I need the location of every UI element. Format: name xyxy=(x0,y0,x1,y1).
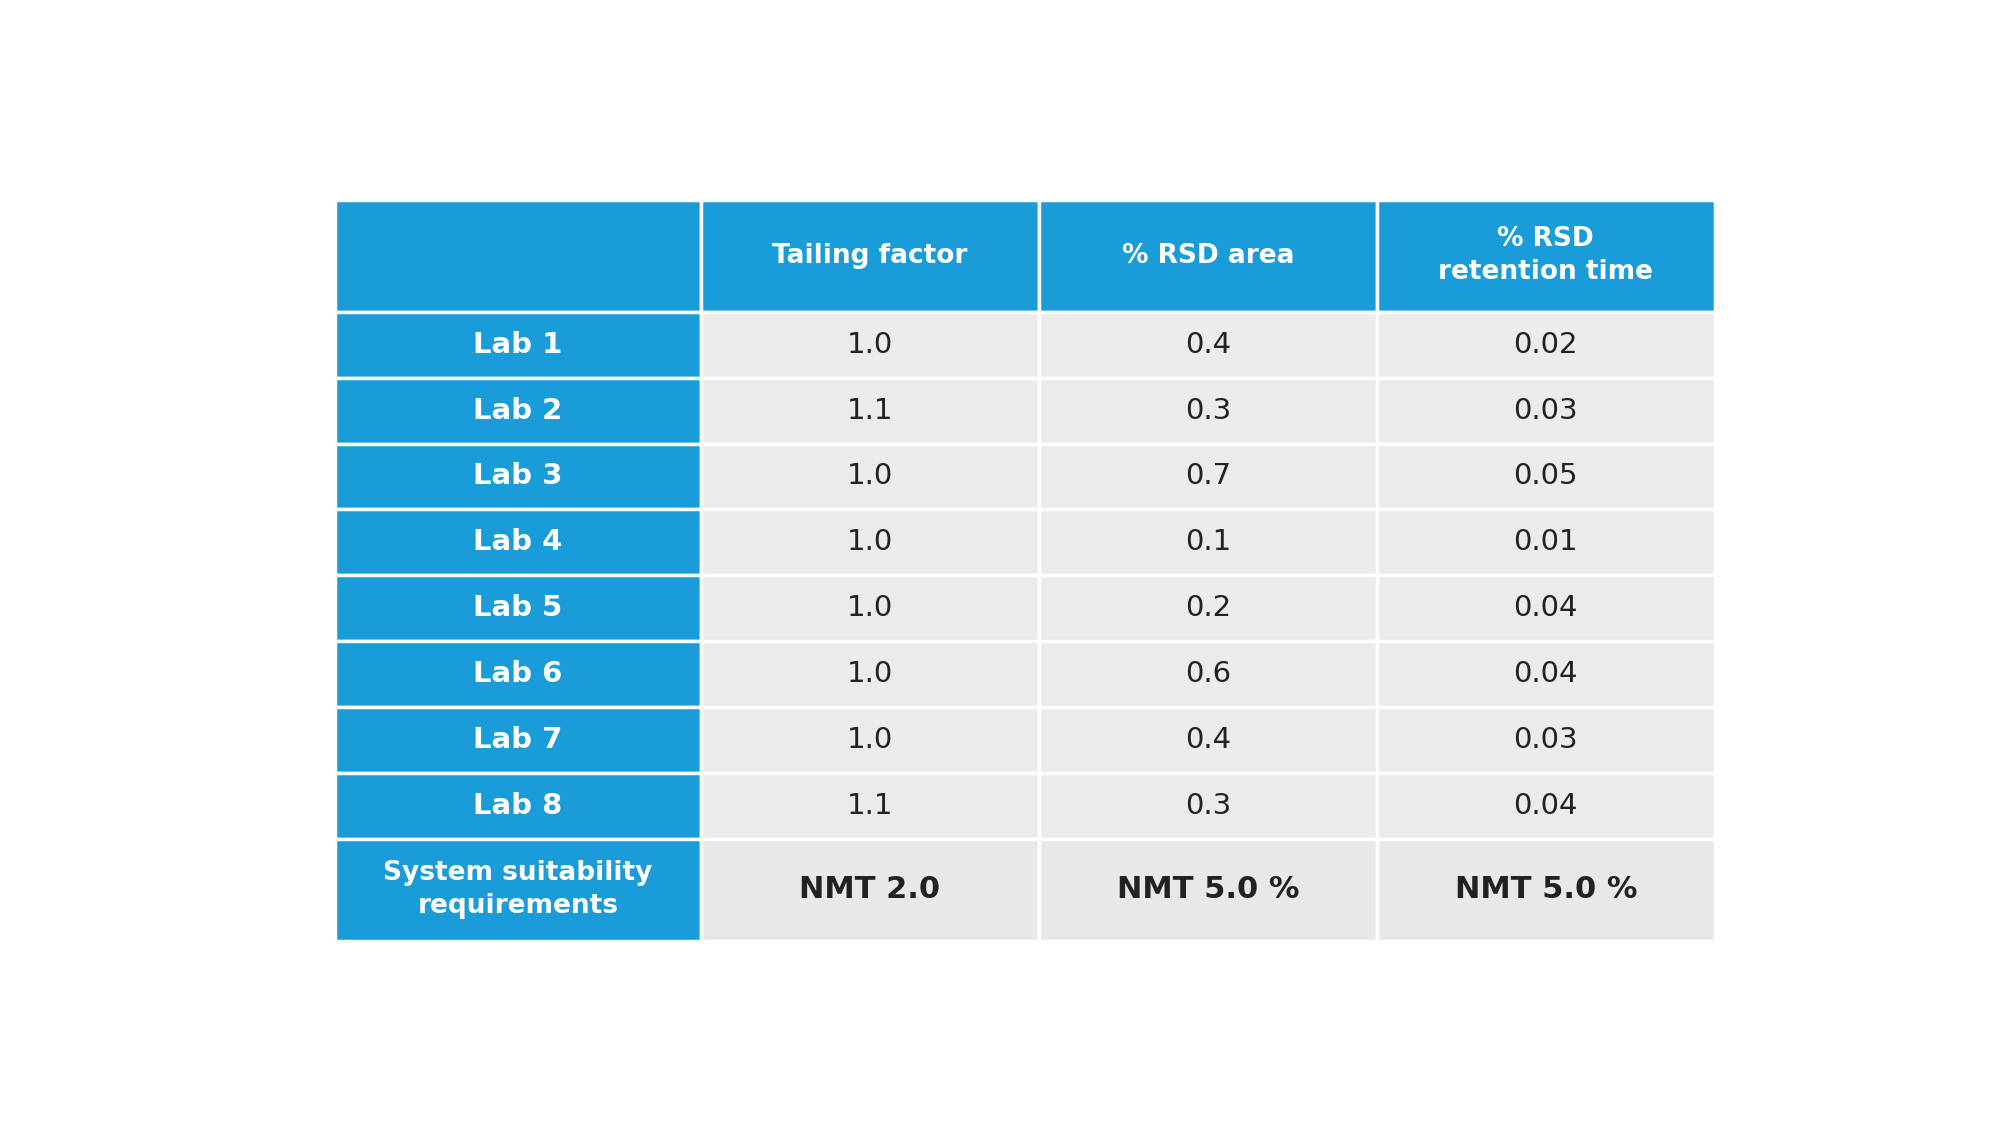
Bar xyxy=(1038,706,1376,773)
Text: 1.0: 1.0 xyxy=(846,529,892,556)
Bar xyxy=(336,443,700,510)
Bar xyxy=(336,641,700,706)
Bar xyxy=(1038,443,1376,510)
Text: Lab 3: Lab 3 xyxy=(474,462,562,490)
Text: 1.0: 1.0 xyxy=(846,331,892,359)
Bar xyxy=(336,510,700,575)
Text: NMT 2.0: NMT 2.0 xyxy=(800,875,940,904)
Bar xyxy=(336,838,700,940)
Bar xyxy=(1038,200,1376,312)
Text: 1.1: 1.1 xyxy=(846,397,894,424)
Text: % RSD area: % RSD area xyxy=(1122,243,1294,269)
Bar xyxy=(1376,706,1714,773)
Bar xyxy=(700,510,1038,575)
Text: 1.0: 1.0 xyxy=(846,594,892,622)
Bar xyxy=(700,443,1038,510)
Text: Lab 7: Lab 7 xyxy=(474,726,562,754)
Text: 1.0: 1.0 xyxy=(846,462,892,490)
Text: 0.01: 0.01 xyxy=(1514,529,1578,556)
Text: Lab 4: Lab 4 xyxy=(474,529,562,556)
Text: NMT 5.0 %: NMT 5.0 % xyxy=(1454,875,1638,904)
Bar xyxy=(1376,773,1714,838)
Bar xyxy=(1376,443,1714,510)
Text: System suitability
requirements: System suitability requirements xyxy=(384,861,652,919)
Bar xyxy=(1376,378,1714,443)
Bar xyxy=(336,773,700,838)
Bar xyxy=(336,200,700,312)
Text: 0.04: 0.04 xyxy=(1514,660,1578,688)
Text: 0.04: 0.04 xyxy=(1514,792,1578,820)
Text: 0.3: 0.3 xyxy=(1184,792,1230,820)
Bar xyxy=(1038,773,1376,838)
Bar xyxy=(336,575,700,641)
Text: Tailing factor: Tailing factor xyxy=(772,243,968,269)
Bar xyxy=(1038,838,1376,940)
Text: 0.4: 0.4 xyxy=(1184,726,1230,754)
Bar xyxy=(336,378,700,443)
Bar xyxy=(700,706,1038,773)
Bar xyxy=(1376,200,1714,312)
Bar xyxy=(700,773,1038,838)
Bar xyxy=(1376,838,1714,940)
Text: Lab 2: Lab 2 xyxy=(474,397,562,424)
Text: 1.0: 1.0 xyxy=(846,726,892,754)
Text: NMT 5.0 %: NMT 5.0 % xyxy=(1116,875,1300,904)
Text: 0.1: 0.1 xyxy=(1184,529,1230,556)
Text: 0.04: 0.04 xyxy=(1514,594,1578,622)
Bar xyxy=(700,200,1038,312)
Text: Lab 8: Lab 8 xyxy=(474,792,562,820)
Text: 0.03: 0.03 xyxy=(1514,726,1578,754)
Text: 0.3: 0.3 xyxy=(1184,397,1230,424)
Text: 1.1: 1.1 xyxy=(846,792,894,820)
Bar xyxy=(700,312,1038,378)
Bar xyxy=(700,838,1038,940)
Text: 1.0: 1.0 xyxy=(846,660,892,688)
Text: 0.6: 0.6 xyxy=(1184,660,1230,688)
Bar xyxy=(1038,510,1376,575)
Text: Lab 6: Lab 6 xyxy=(474,660,562,688)
Bar xyxy=(1038,641,1376,706)
Text: % RSD
retention time: % RSD retention time xyxy=(1438,226,1654,286)
Bar xyxy=(1376,510,1714,575)
Text: 0.7: 0.7 xyxy=(1184,462,1230,490)
Bar xyxy=(700,378,1038,443)
Bar xyxy=(336,706,700,773)
Bar xyxy=(1376,312,1714,378)
Bar xyxy=(1038,312,1376,378)
Text: 0.02: 0.02 xyxy=(1514,331,1578,359)
Text: 0.2: 0.2 xyxy=(1184,594,1230,622)
Bar xyxy=(1376,641,1714,706)
Text: 0.03: 0.03 xyxy=(1514,397,1578,424)
Text: Lab 5: Lab 5 xyxy=(474,594,562,622)
Bar xyxy=(1038,378,1376,443)
Bar xyxy=(700,575,1038,641)
Text: 0.4: 0.4 xyxy=(1184,331,1230,359)
Bar xyxy=(700,641,1038,706)
Bar xyxy=(1376,575,1714,641)
Text: Lab 1: Lab 1 xyxy=(474,331,562,359)
Text: 0.05: 0.05 xyxy=(1514,462,1578,490)
Bar xyxy=(1038,575,1376,641)
Bar xyxy=(336,312,700,378)
